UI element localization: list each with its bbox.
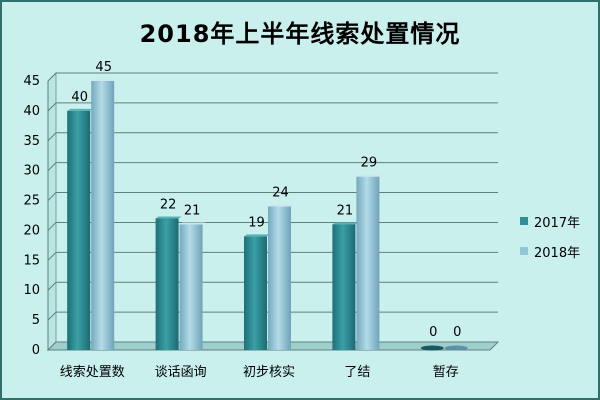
data-label-2018-1: 21 — [184, 203, 201, 218]
category-label-3: 了结 — [344, 365, 370, 380]
side-wall — [47, 72, 57, 351]
bar-2017-0 — [67, 110, 91, 350]
y-tick-label: 20 — [23, 223, 40, 238]
bar-top-2018-3 — [356, 174, 383, 177]
y-tick-label: 0 — [32, 343, 40, 358]
legend-label-2018: 2018年 — [534, 245, 581, 261]
bar-2017-2 — [244, 236, 267, 350]
bar-2018-2 — [268, 206, 291, 350]
gridline — [47, 132, 498, 142]
data-label-2017-3: 21 — [337, 203, 354, 218]
data-label-2018-0: 45 — [95, 60, 112, 75]
bar-2017-3 — [332, 224, 356, 350]
gridline — [47, 162, 498, 172]
y-tick-label: 5 — [32, 313, 40, 328]
data-label-2018-4: 0 — [453, 325, 461, 340]
y-tick-label: 35 — [23, 134, 40, 149]
data-label-2017-0: 40 — [71, 90, 88, 105]
data-label-2018-2: 24 — [272, 186, 289, 201]
data-label-2017-4: 0 — [429, 325, 437, 340]
legend-swatch-2018 — [520, 247, 528, 255]
bar-top-2018-0 — [91, 79, 118, 81]
gridline — [47, 72, 498, 82]
legend-swatch-2017 — [520, 217, 528, 225]
legend-item-2018: 2018年 — [520, 236, 580, 266]
legend-item-2017: 2017年 — [520, 206, 580, 236]
legend-label-2017: 2017年 — [534, 215, 581, 231]
bar-top-2017-3 — [332, 222, 359, 225]
y-tick-label: 15 — [23, 253, 40, 268]
gridline — [47, 221, 498, 231]
y-tick-label: 10 — [23, 283, 40, 298]
bar-top-2018-2 — [268, 204, 294, 207]
data-label-2018-3: 29 — [361, 156, 378, 171]
bar-2017-1 — [155, 218, 179, 350]
bar-2018-0 — [91, 81, 115, 350]
category-label-2: 初步核实 — [243, 365, 295, 380]
bar-2018-1 — [179, 224, 203, 350]
axis-layer: 0 5 10 15 20 25 30 35 40 45 — [23, 74, 49, 358]
y-tick-label: 30 — [23, 164, 40, 179]
legend: 2017年 2018年 — [520, 206, 580, 266]
label-layer: 40 45 线索处置数 22 21 谈话函询 19 24 初步核实 21 29 了结 0 0 暂存 — [60, 60, 462, 380]
bar-top-2017-1 — [155, 216, 182, 219]
gridline — [47, 192, 498, 201]
gridline — [47, 102, 498, 112]
bar-2018-4 — [444, 345, 468, 351]
y-tick-label: 25 — [23, 194, 40, 209]
bar-top-2017-2 — [244, 234, 270, 237]
category-label-4: 暂存 — [433, 365, 459, 380]
bar-top-2017-0 — [67, 108, 94, 111]
data-label-2017-2: 19 — [248, 215, 265, 230]
y-tick-label: 45 — [23, 74, 40, 89]
bar-2017-4 — [420, 345, 444, 351]
bar-2018-3 — [356, 176, 380, 350]
category-label-1: 谈话函询 — [155, 365, 207, 380]
bar-top-2018-1 — [179, 222, 206, 225]
data-label-2017-1: 22 — [160, 197, 177, 212]
category-label-0: 线索处置数 — [60, 365, 125, 380]
chart-title: 2018年上半年线索处置情况 — [139, 20, 461, 48]
y-tick-label: 40 — [23, 104, 40, 119]
bar-layer — [67, 79, 468, 351]
